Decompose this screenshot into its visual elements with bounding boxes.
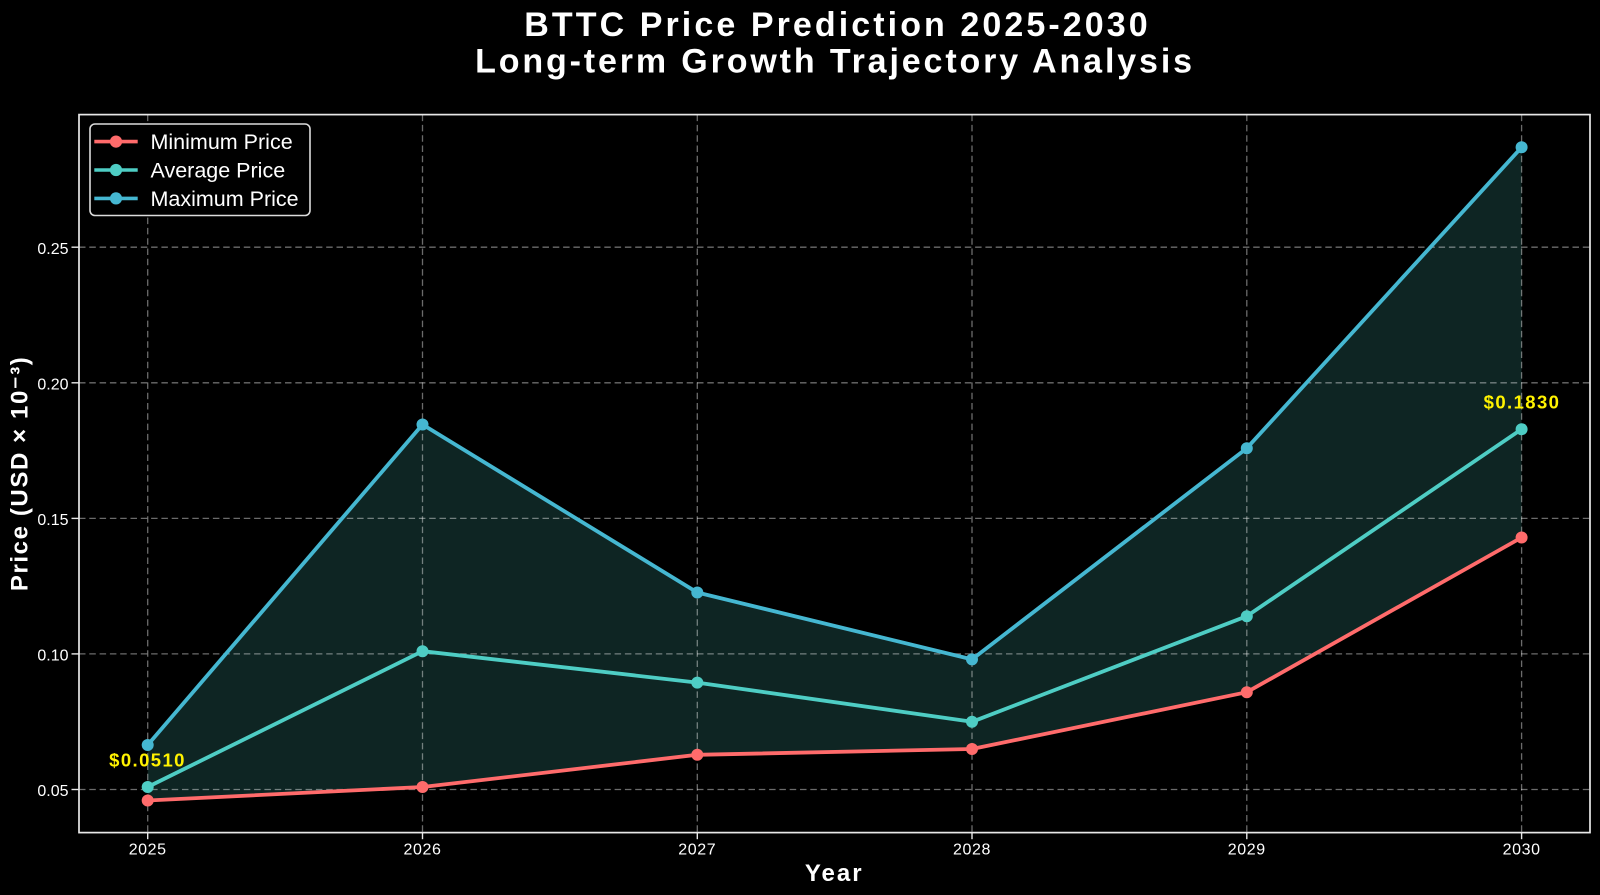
svg-text:2028: 2028 [953,841,991,858]
svg-text:0.05: 0.05 [37,783,68,800]
svg-text:0.20: 0.20 [37,377,68,394]
svg-text:Average Price: Average Price [151,158,286,182]
svg-text:Long-term Growth Trajectory An: Long-term Growth Trajectory Analysis [475,43,1195,81]
svg-text:Maximum Price: Maximum Price [151,187,299,211]
svg-text:Year: Year [805,860,864,887]
svg-text:$0.0510: $0.0510 [109,750,186,771]
svg-text:2025: 2025 [129,841,167,858]
svg-text:$0.1830: $0.1830 [1484,391,1561,412]
svg-text:BTTC Price Prediction 2025-203: BTTC Price Prediction 2025-2030 [524,6,1150,44]
svg-text:2030: 2030 [1503,841,1541,858]
svg-text:0.25: 0.25 [37,241,68,258]
svg-text:0.10: 0.10 [37,648,68,665]
svg-text:2029: 2029 [1228,841,1266,858]
svg-text:0.15: 0.15 [37,512,68,529]
svg-text:2026: 2026 [404,841,442,858]
svg-text:Price (USD × 10⁻³): Price (USD × 10⁻³) [7,356,34,592]
svg-text:2027: 2027 [678,841,716,858]
svg-text:Minimum Price: Minimum Price [151,130,293,154]
